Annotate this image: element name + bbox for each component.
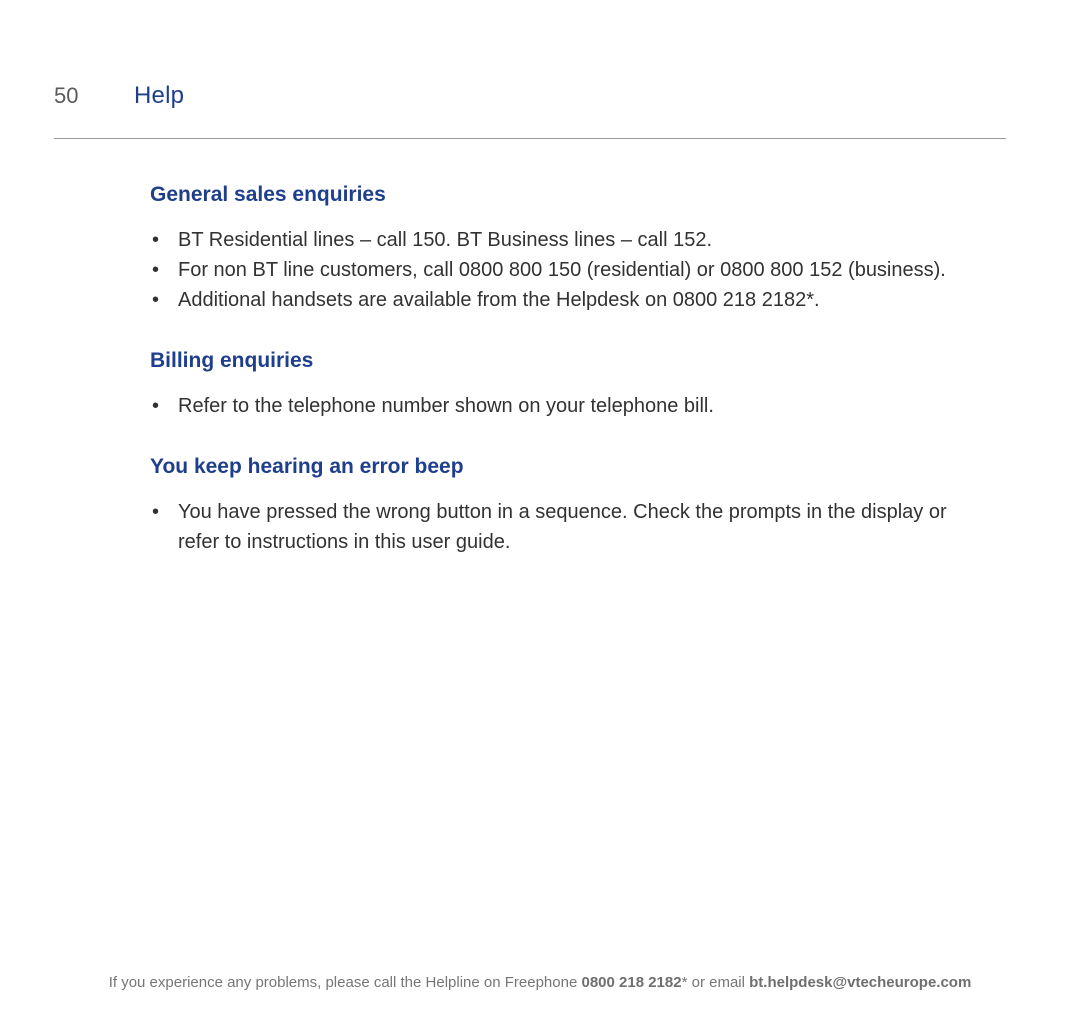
- section-error-beep: You keep hearing an error beep You have …: [150, 455, 986, 557]
- bullet-list: BT Residential lines – call 150. BT Busi…: [150, 225, 986, 315]
- document-page: 50 Help General sales enquiries BT Resid…: [0, 0, 1080, 1021]
- page-number: 50: [54, 83, 98, 109]
- footer-prefix: If you experience any problems, please c…: [109, 974, 582, 991]
- section-general-sales: General sales enquiries BT Residential l…: [150, 183, 986, 315]
- bullet-list: You have pressed the wrong button in a s…: [150, 497, 986, 557]
- section-billing: Billing enquiries Refer to the telephone…: [150, 349, 986, 421]
- list-item: You have pressed the wrong button in a s…: [150, 497, 986, 557]
- section-heading: General sales enquiries: [150, 183, 986, 207]
- page-footer: If you experience any problems, please c…: [0, 974, 1080, 991]
- section-heading: Billing enquiries: [150, 349, 986, 373]
- page-header: 50 Help: [54, 82, 1006, 139]
- section-heading: You keep hearing an error beep: [150, 455, 986, 479]
- footer-phone: 0800 218 2182: [581, 974, 681, 991]
- list-item: For non BT line customers, call 0800 800…: [150, 255, 986, 285]
- list-item: Additional handsets are available from t…: [150, 285, 986, 315]
- page-content: General sales enquiries BT Residential l…: [150, 183, 986, 557]
- footer-email: bt.helpdesk@vtecheurope.com: [749, 974, 971, 991]
- bullet-list: Refer to the telephone number shown on y…: [150, 391, 986, 421]
- page-title: Help: [134, 82, 184, 110]
- list-item: Refer to the telephone number shown on y…: [150, 391, 986, 421]
- footer-mid: * or email: [682, 974, 750, 991]
- list-item: BT Residential lines – call 150. BT Busi…: [150, 225, 986, 255]
